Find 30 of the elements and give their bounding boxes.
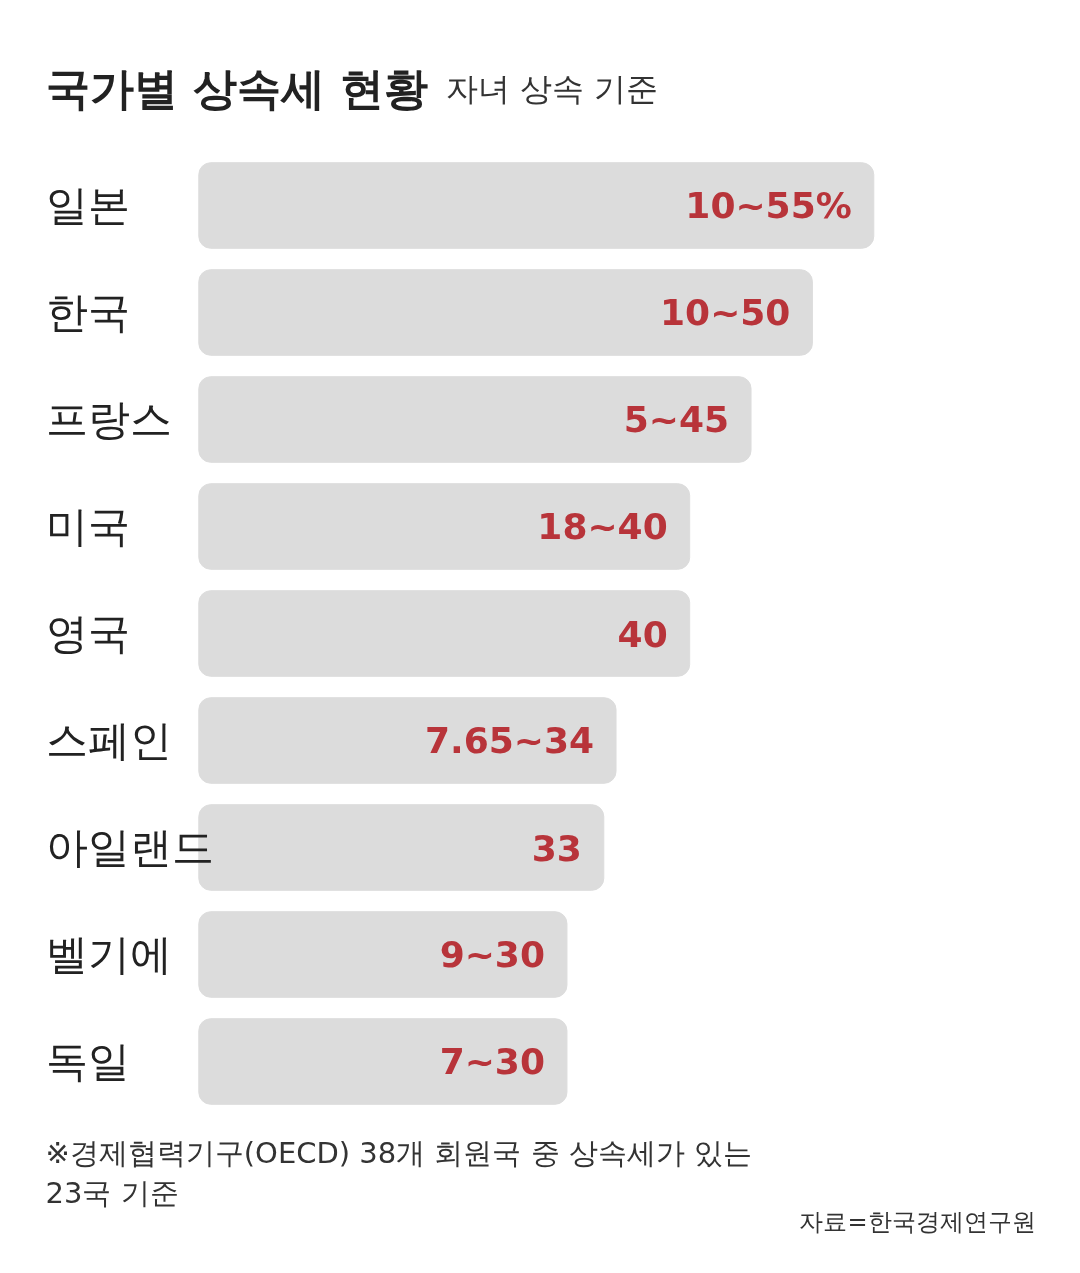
data-label: 33 (531, 827, 582, 869)
y-tick-label: 스페인 (45, 716, 172, 765)
y-tick-label: 미국 (45, 502, 130, 551)
data-label: 7.65~34 (424, 720, 595, 761)
data-label: 40 (617, 613, 668, 655)
bar (198, 483, 691, 570)
chart-title: 국가별 상속세 현황 (45, 63, 429, 114)
y-tick-label: 아일랜드 (45, 823, 214, 872)
bar (198, 697, 617, 784)
y-tick-label: 한국 (45, 288, 130, 337)
y-tick-label: 일본 (45, 181, 130, 230)
data-label: 5~45 (623, 399, 730, 440)
bar (198, 590, 691, 677)
y-tick-label: 벨기에 (45, 930, 172, 979)
chart-subtitle: 자녀 상속 기준 (445, 69, 658, 108)
bar (198, 911, 568, 998)
data-label: 7~30 (439, 1041, 545, 1082)
y-tick-label: 프랑스 (45, 395, 172, 444)
bar (198, 376, 752, 463)
data-label: 10~55% (685, 185, 852, 226)
data-label: 9~30 (439, 934, 545, 975)
data-label: 10~50 (660, 292, 791, 333)
data-label: 18~40 (537, 506, 668, 547)
y-tick-label: 독일 (45, 1037, 130, 1086)
y-tick-label: 영국 (45, 609, 130, 658)
bar (198, 1018, 568, 1105)
text: ※경제협력기구(OECD) 38개 회원국 중 상속세가 있는 23국 기준 (45, 1135, 753, 1211)
bar (198, 269, 813, 356)
bar (198, 162, 875, 249)
text: 자료=한국경제연구원 (799, 1207, 1036, 1236)
